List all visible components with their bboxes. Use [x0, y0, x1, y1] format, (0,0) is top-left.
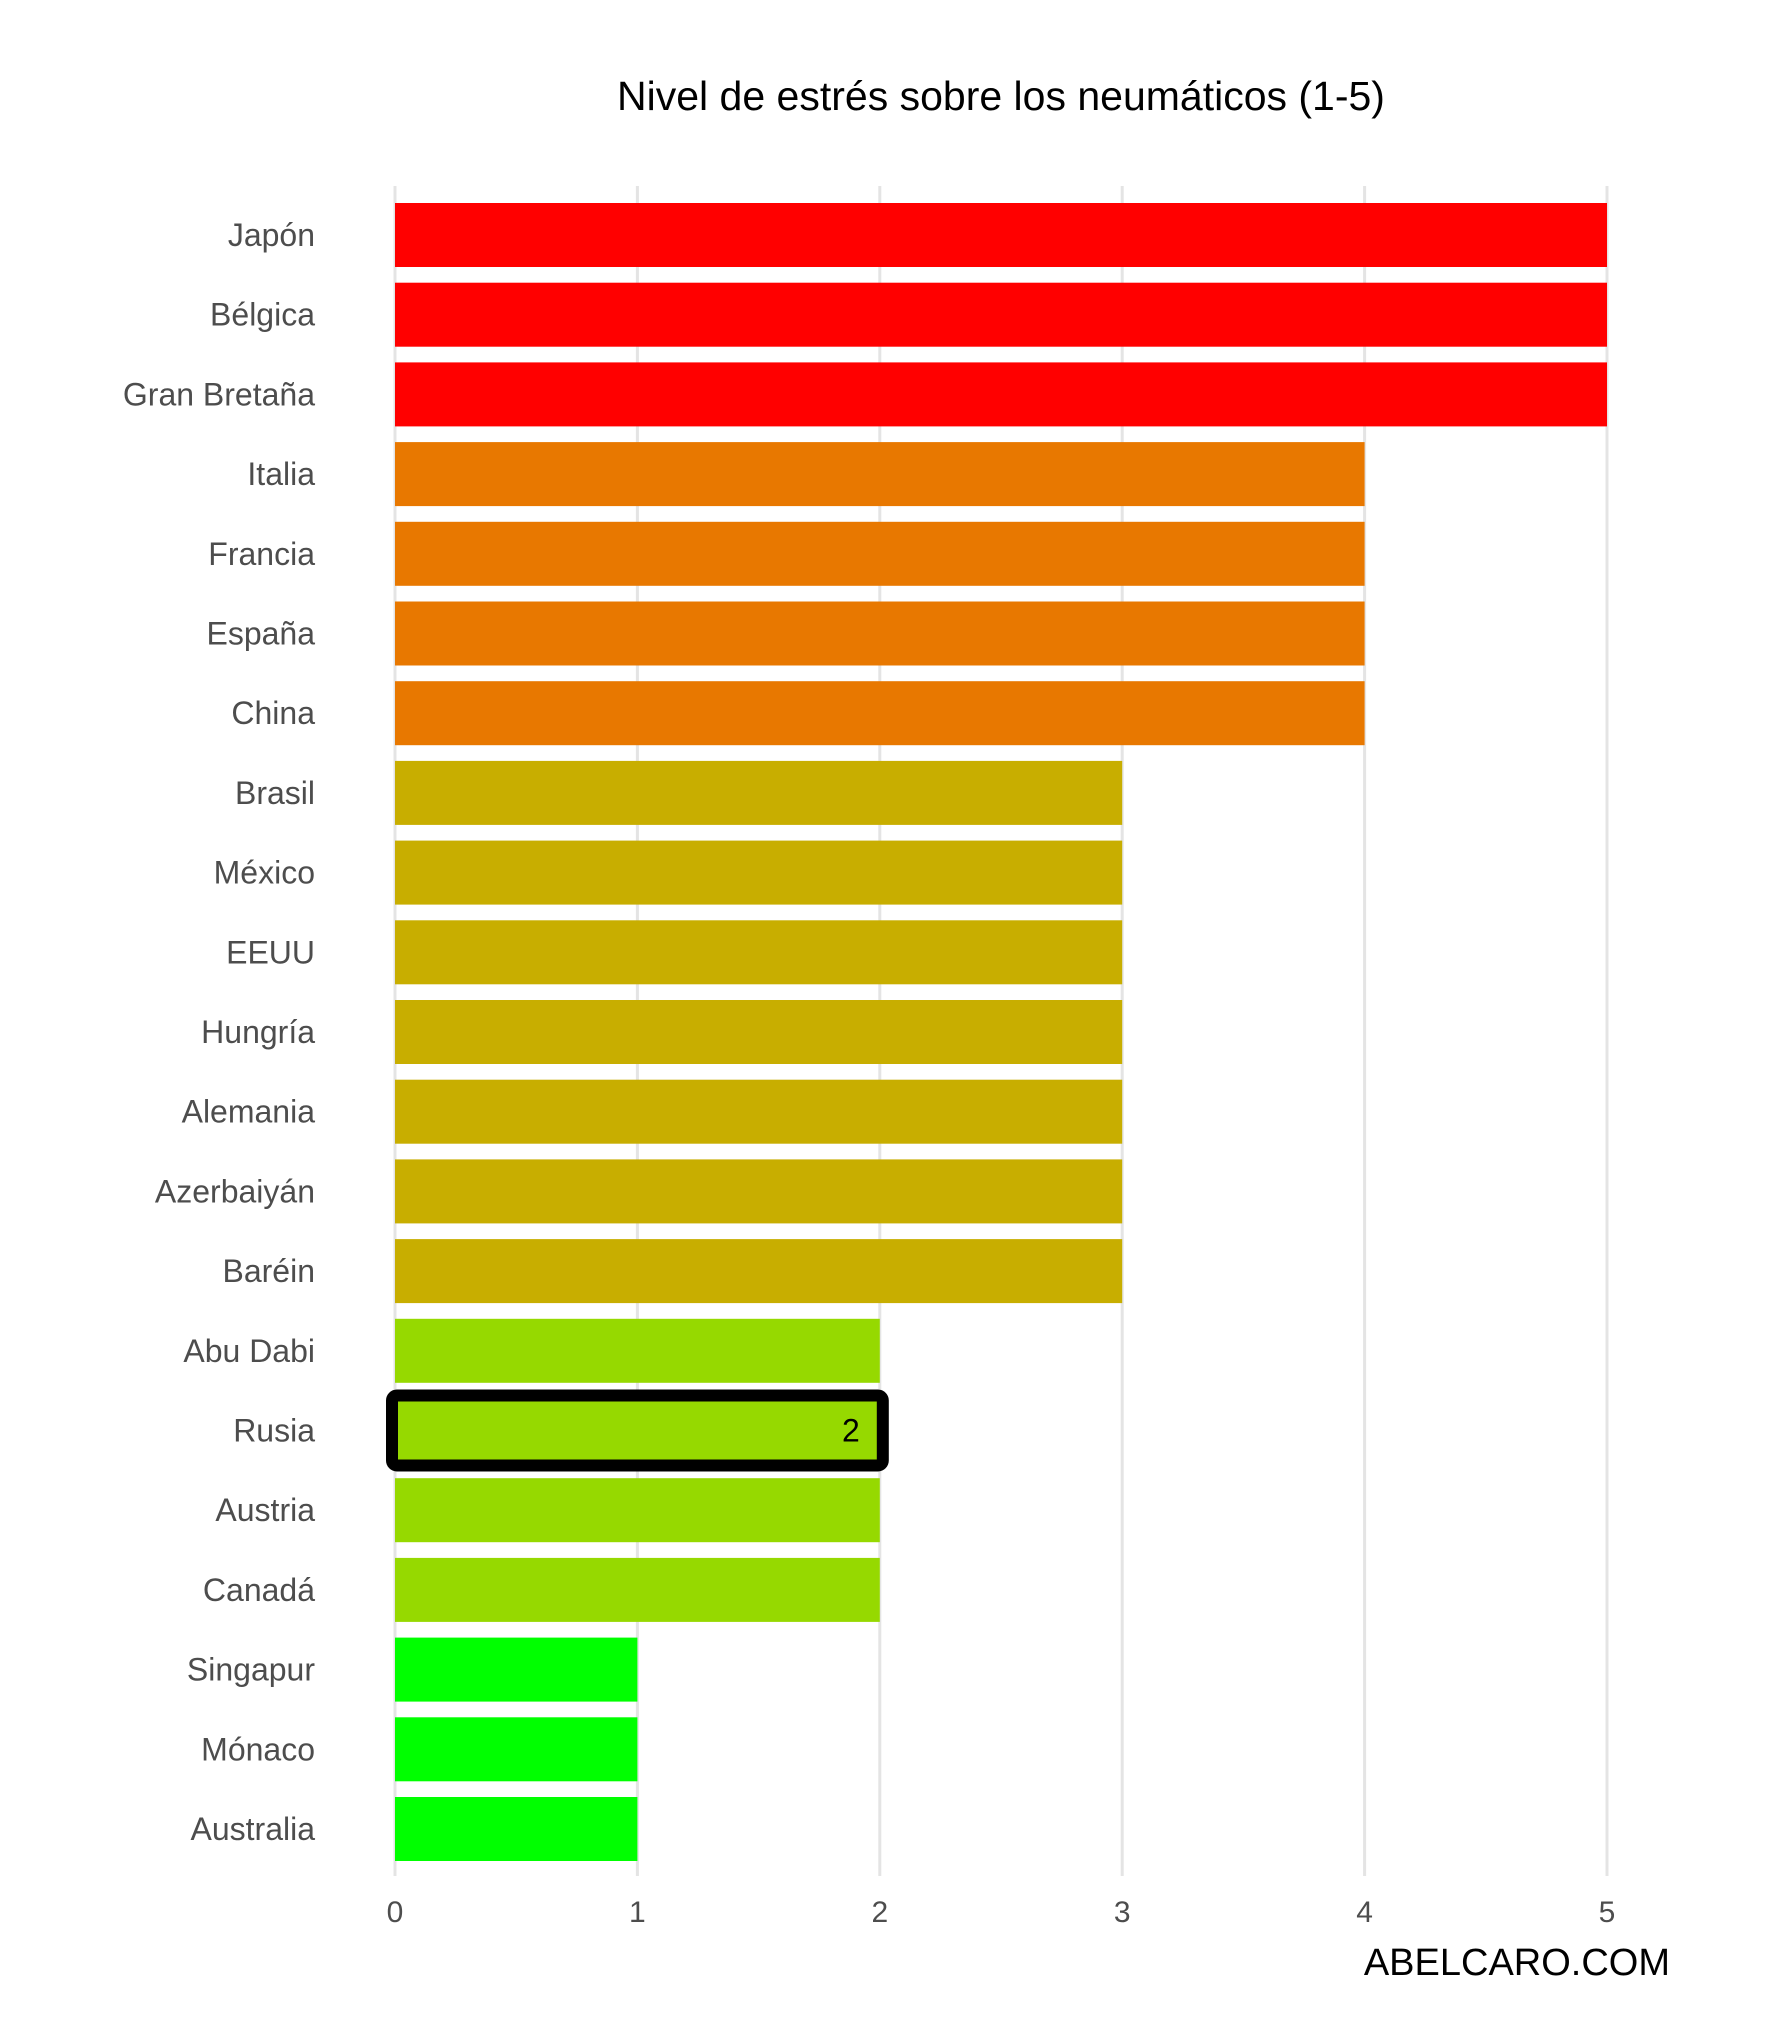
- bar: [395, 760, 1123, 825]
- bar: [395, 1239, 1123, 1304]
- label-layer: 0 1 2 3 4 5 Japón Bélgica Gran Bretaña Italia Fran…: [123, 217, 1615, 1929]
- category-label: Singapur: [187, 1652, 315, 1688]
- category-label: China: [231, 695, 315, 731]
- x-tick-label: 0: [387, 1896, 404, 1929]
- bar: [395, 203, 1607, 267]
- bar: [395, 1717, 638, 1782]
- bar: [395, 1637, 638, 1702]
- bar: [395, 1398, 880, 1463]
- bar: [395, 920, 1123, 985]
- category-label: España: [206, 616, 315, 652]
- bar: [395, 601, 1365, 666]
- x-tick-label: 2: [871, 1896, 888, 1929]
- bar-value-label: 2: [842, 1413, 860, 1449]
- bar: [395, 1478, 880, 1543]
- category-label: Australia: [191, 1811, 316, 1847]
- category-label: Alemania: [182, 1094, 316, 1130]
- category-label: México: [214, 855, 315, 891]
- category-label: EEUU: [226, 934, 315, 970]
- category-label: Francia: [208, 536, 315, 572]
- bar: [395, 1159, 1123, 1224]
- category-label: Azerbaiyán: [155, 1173, 315, 1209]
- category-label: Japón: [228, 217, 315, 253]
- category-label: Brasil: [235, 775, 315, 811]
- category-label: Austria: [215, 1492, 315, 1528]
- bar: [395, 1318, 880, 1383]
- bar: [395, 282, 1607, 347]
- category-label: Bélgica: [210, 297, 315, 333]
- chart-title: Nivel de estrés sobre los neumáticos (1-…: [617, 73, 1385, 119]
- category-label: Gran Bretaña: [123, 376, 315, 412]
- bar: [395, 442, 1365, 507]
- x-tick-label: 5: [1599, 1896, 1616, 1929]
- watermark-text: ABELCARO.COM: [1364, 1942, 1670, 1984]
- x-tick-label: 1: [629, 1896, 646, 1929]
- x-tick-label: 3: [1114, 1896, 1131, 1929]
- x-tick-label: 4: [1356, 1896, 1373, 1929]
- bar: [395, 1079, 1123, 1144]
- highlight-outline: [386, 1389, 889, 1472]
- category-label: Abu Dabi: [183, 1333, 315, 1369]
- category-label: Mónaco: [201, 1731, 315, 1767]
- category-label: Canadá: [203, 1572, 315, 1608]
- bar: [395, 681, 1365, 746]
- bar: [395, 1557, 880, 1622]
- bar: [395, 1797, 638, 1861]
- category-label: Rusia: [233, 1413, 315, 1449]
- bar-layer: [386, 203, 1607, 1861]
- category-label: Hungría: [201, 1014, 315, 1050]
- bar: [395, 521, 1365, 586]
- bar: [395, 1000, 1123, 1064]
- category-label: Italia: [247, 456, 315, 492]
- category-label: Baréin: [223, 1253, 316, 1289]
- bar: [395, 840, 1123, 905]
- bar: [395, 362, 1607, 427]
